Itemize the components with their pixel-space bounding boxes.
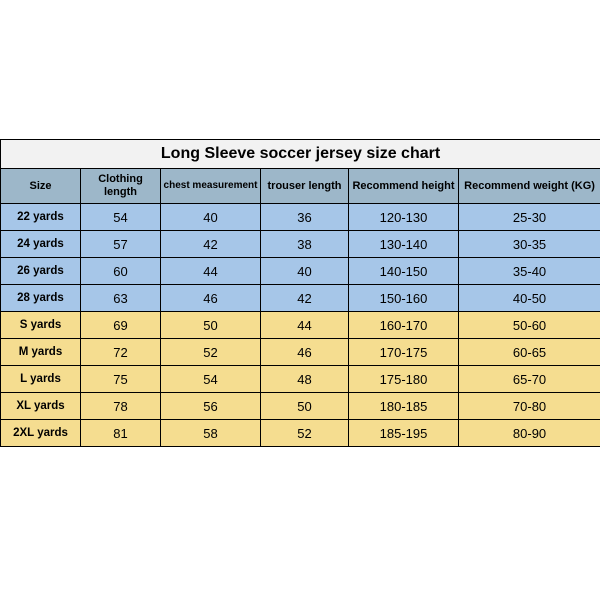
table-row: XL yards785650180-18570-80	[1, 393, 600, 420]
table-cell: 60-65	[459, 339, 600, 366]
table-cell: 48	[261, 366, 349, 393]
table-row: L yards755448175-18065-70	[1, 366, 600, 393]
table-cell: 46	[161, 285, 261, 312]
column-header: Size	[1, 169, 81, 204]
table-cell: 78	[81, 393, 161, 420]
table-cell: 63	[81, 285, 161, 312]
table-cell: 175-180	[349, 366, 459, 393]
table-cell: 80-90	[459, 420, 600, 447]
table-row: 28 yards634642150-16040-50	[1, 285, 600, 312]
table-row: 24 yards574238130-14030-35	[1, 231, 600, 258]
table-cell: 25-30	[459, 204, 600, 231]
column-header: Clothing length	[81, 169, 161, 204]
table-cell: 65-70	[459, 366, 600, 393]
table-cell: 54	[161, 366, 261, 393]
table-cell: 44	[161, 258, 261, 285]
table-body: 22 yards544036120-13025-3024 yards574238…	[1, 204, 600, 447]
table-cell: 185-195	[349, 420, 459, 447]
table-cell: 52	[161, 339, 261, 366]
table-cell: 24 yards	[1, 231, 81, 258]
table-cell: 75	[81, 366, 161, 393]
table-row: M yards725246170-17560-65	[1, 339, 600, 366]
table-cell: 40	[161, 204, 261, 231]
table-cell: 42	[261, 285, 349, 312]
table-cell: 57	[81, 231, 161, 258]
table-title-row: Long Sleeve soccer jersey size chart	[1, 140, 600, 169]
table-cell: M yards	[1, 339, 81, 366]
table-cell: 50-60	[459, 312, 600, 339]
table-title: Long Sleeve soccer jersey size chart	[1, 140, 600, 169]
table-cell: 44	[261, 312, 349, 339]
table-cell: 60	[81, 258, 161, 285]
column-header: chest measurement	[161, 169, 261, 204]
table-cell: 69	[81, 312, 161, 339]
table-cell: S yards	[1, 312, 81, 339]
table-cell: 35-40	[459, 258, 600, 285]
table-cell: 50	[161, 312, 261, 339]
table-cell: 120-130	[349, 204, 459, 231]
column-header: trouser length	[261, 169, 349, 204]
column-header: Recommend weight (KG)	[459, 169, 600, 204]
table-cell: 28 yards	[1, 285, 81, 312]
table-row: S yards695044160-17050-60	[1, 312, 600, 339]
table-cell: 72	[81, 339, 161, 366]
table-cell: 38	[261, 231, 349, 258]
table-cell: 180-185	[349, 393, 459, 420]
table-cell: 40	[261, 258, 349, 285]
table-cell: 40-50	[459, 285, 600, 312]
table-row: 26 yards604440140-15035-40	[1, 258, 600, 285]
table-cell: 70-80	[459, 393, 600, 420]
table-cell: 42	[161, 231, 261, 258]
table-cell: L yards	[1, 366, 81, 393]
table-cell: 46	[261, 339, 349, 366]
table-cell: 56	[161, 393, 261, 420]
table-cell: XL yards	[1, 393, 81, 420]
table-cell: 150-160	[349, 285, 459, 312]
table-cell: 58	[161, 420, 261, 447]
size-chart-table: Long Sleeve soccer jersey size chart Siz…	[0, 139, 600, 447]
table-cell: 50	[261, 393, 349, 420]
table-row: 22 yards544036120-13025-30	[1, 204, 600, 231]
table-cell: 140-150	[349, 258, 459, 285]
table-cell: 81	[81, 420, 161, 447]
table-row: 2XL yards815852185-19580-90	[1, 420, 600, 447]
table-cell: 2XL yards	[1, 420, 81, 447]
table-cell: 170-175	[349, 339, 459, 366]
table-cell: 36	[261, 204, 349, 231]
column-header: Recommend height	[349, 169, 459, 204]
table-cell: 22 yards	[1, 204, 81, 231]
table-cell: 30-35	[459, 231, 600, 258]
table-cell: 52	[261, 420, 349, 447]
table-cell: 130-140	[349, 231, 459, 258]
table-cell: 54	[81, 204, 161, 231]
table-header-row: SizeClothing lengthchest measurementtrou…	[1, 169, 600, 204]
size-chart-container: Long Sleeve soccer jersey size chart Siz…	[0, 0, 600, 600]
table-cell: 26 yards	[1, 258, 81, 285]
table-cell: 160-170	[349, 312, 459, 339]
